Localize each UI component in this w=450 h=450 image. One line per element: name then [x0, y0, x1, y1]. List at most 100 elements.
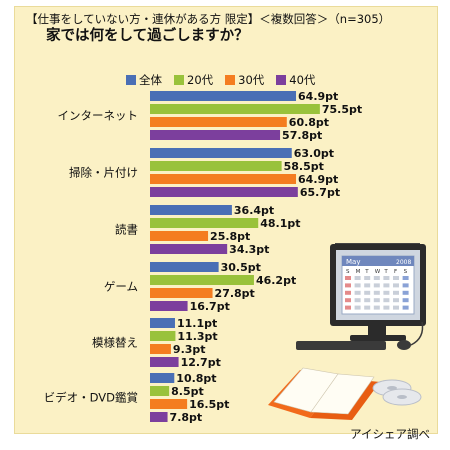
monitor-neck	[368, 326, 386, 336]
keyboard	[296, 341, 386, 350]
bar	[150, 344, 171, 354]
data-label: 25.8pt	[210, 230, 250, 243]
calendar-day-cell	[402, 290, 409, 295]
bar	[150, 288, 213, 298]
calendar-day-cell	[364, 276, 371, 280]
calendar-day-cell	[354, 276, 361, 280]
calendar-day-cell	[393, 283, 399, 288]
bar	[150, 244, 228, 254]
monitor-base	[350, 335, 406, 341]
mouse	[397, 340, 411, 350]
calendar-day-cell	[383, 290, 390, 295]
category-label: インターネット	[58, 109, 139, 123]
bar	[150, 412, 168, 422]
calendar-day-cell	[373, 276, 380, 280]
bar	[150, 205, 232, 215]
data-label: 10.8pt	[176, 372, 216, 385]
calendar-weekday: M	[356, 269, 361, 275]
calendar-day-cell	[383, 298, 390, 303]
data-label: 46.2pt	[256, 274, 296, 287]
calendar-weekday: F	[394, 269, 397, 275]
calendar-day-cell	[345, 276, 351, 280]
legend-swatch	[225, 75, 236, 85]
bar	[150, 373, 175, 383]
calendar-day-cell	[393, 298, 399, 303]
calendar-day-cell	[373, 283, 380, 288]
bar	[150, 275, 254, 285]
calendar-day-cell	[345, 283, 351, 288]
calendar-day-cell	[373, 290, 380, 295]
bar	[150, 104, 320, 114]
category-label: 掃除・片付け	[69, 166, 138, 180]
category-label: ビデオ・DVD鑑賞	[44, 391, 138, 405]
bar	[150, 318, 175, 328]
bar	[150, 231, 209, 241]
calendar-day-cell	[373, 305, 380, 310]
data-label: 36.4pt	[234, 204, 274, 217]
bar	[150, 148, 292, 158]
calendar-day-cell	[402, 298, 409, 303]
calendar-year: 2008	[396, 259, 411, 266]
bar	[150, 218, 259, 228]
bar	[150, 399, 188, 409]
calendar-day-cell	[402, 283, 409, 288]
calendar-weekday: S	[404, 269, 408, 275]
calendar-day-cell	[393, 305, 399, 310]
chart-header: 【仕事をしていない方・連休がある方 限定】＜複数回答＞（n=305） 家では何を…	[26, 12, 436, 46]
category-label: 読書	[115, 223, 138, 237]
bar	[150, 117, 287, 127]
data-label: 58.5pt	[284, 160, 324, 173]
bar	[150, 386, 170, 396]
calendar-day-cell	[393, 290, 399, 295]
calendar-day-cell	[345, 305, 351, 310]
data-label: 64.9pt	[298, 173, 338, 186]
data-label: 48.1pt	[260, 217, 300, 230]
data-label: 8.5pt	[171, 385, 204, 398]
disc-1-hole	[387, 386, 397, 390]
calendar-weekday: T	[364, 269, 369, 275]
calendar-day-cell	[383, 283, 390, 288]
data-label: 11.1pt	[177, 317, 217, 330]
data-label: 27.8pt	[215, 287, 255, 300]
data-label: 16.5pt	[189, 398, 229, 411]
data-label: 65.7pt	[300, 186, 340, 199]
data-label: 9.3pt	[173, 343, 206, 356]
disc-illustration	[372, 379, 422, 406]
legend-swatch	[126, 75, 136, 85]
survey-condition: 【仕事をしていない方・連休がある方 限定】＜複数回答＞（n=305）	[26, 12, 391, 26]
chart-title: 家では何をして過ごしますか？	[46, 28, 249, 44]
calendar-day-cell	[364, 305, 371, 310]
calendar-day-cell	[383, 305, 390, 310]
data-label: 11.3pt	[177, 330, 217, 343]
legend-item-40s: 40代	[276, 72, 315, 88]
legend-label: 30代	[238, 73, 265, 87]
category-label: 模様替え	[92, 336, 138, 350]
legend-item-30s: 30代	[225, 72, 264, 88]
calendar-weekday: W	[375, 269, 381, 275]
bar	[150, 331, 176, 341]
mouse-cable	[410, 321, 424, 346]
calendar-weekday: S	[346, 269, 350, 275]
calendar-day-cell	[393, 276, 399, 280]
calendar-day-cell	[354, 298, 361, 303]
calendar-day-cell	[364, 283, 371, 288]
disc-2-hole	[397, 395, 407, 399]
data-label: 75.5pt	[322, 103, 362, 116]
legend-swatch	[174, 75, 184, 85]
calendar-day-cell	[383, 276, 390, 280]
data-label: 7.8pt	[170, 411, 203, 424]
data-label: 30.5pt	[221, 261, 261, 274]
bars-layer: インターネット64.9pt75.5pt60.8pt57.8pt掃除・片付け63.…	[44, 90, 363, 424]
data-label: 57.8pt	[282, 129, 322, 142]
calendar-header-bar	[342, 256, 414, 266]
bar	[150, 187, 298, 197]
legend-item-20s: 20代	[174, 72, 213, 88]
legend-label: 全体	[139, 73, 162, 87]
calendar-day-cell	[345, 290, 351, 295]
calendar-day-cell	[373, 298, 380, 303]
calendar-day-cell	[354, 290, 361, 295]
